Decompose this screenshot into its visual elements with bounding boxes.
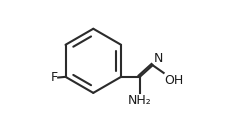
- Text: NH₂: NH₂: [127, 94, 151, 107]
- Text: OH: OH: [164, 74, 183, 87]
- Text: F: F: [50, 71, 57, 84]
- Text: N: N: [153, 52, 162, 65]
